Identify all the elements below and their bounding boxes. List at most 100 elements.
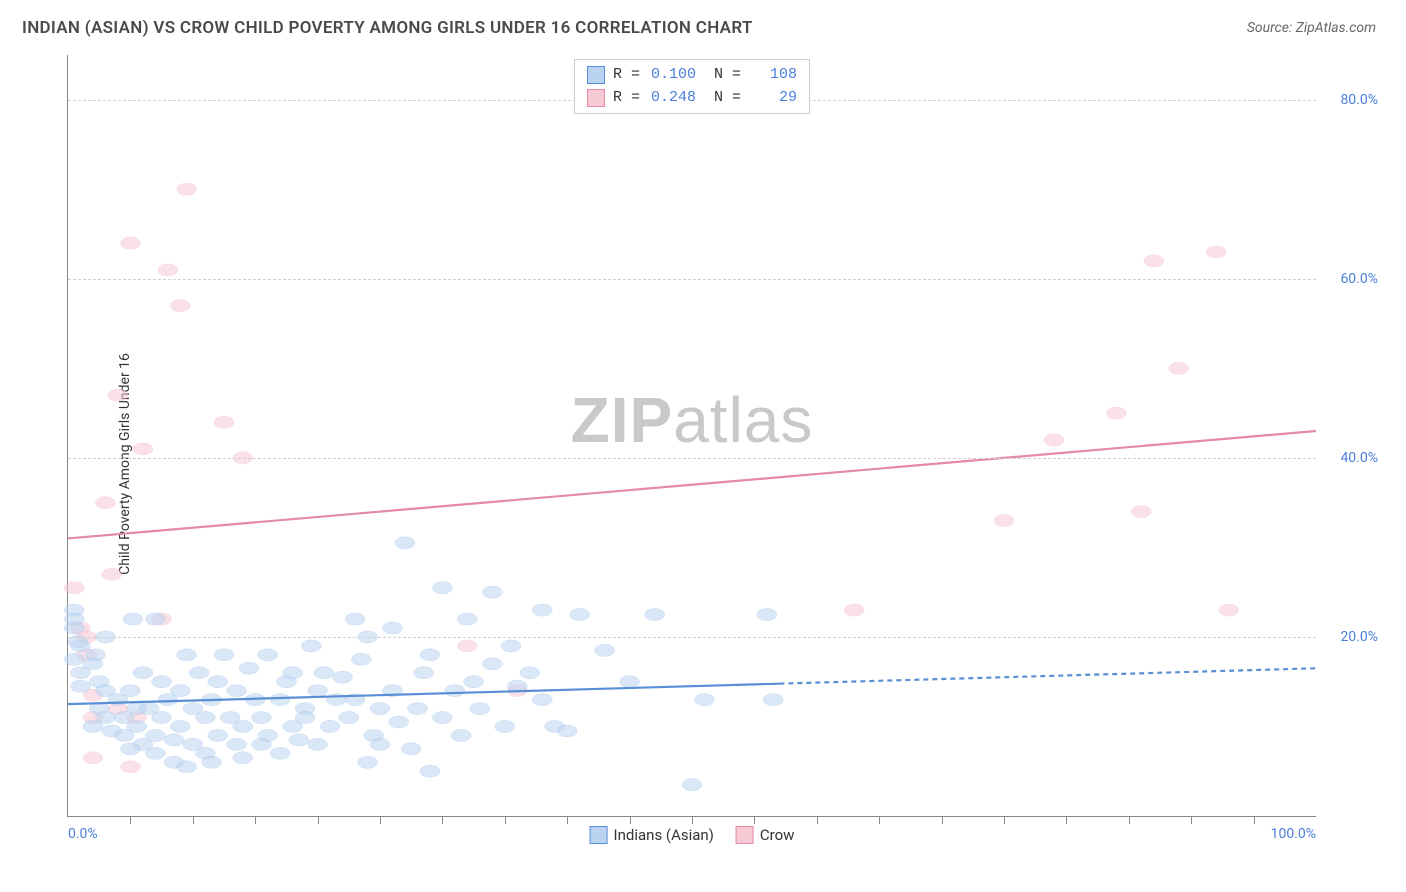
series-legend-label: Crow	[760, 826, 795, 844]
indians-point	[482, 586, 502, 598]
indians-point	[557, 725, 577, 737]
x-tick	[1191, 816, 1192, 824]
x-tick	[318, 816, 319, 824]
x-tick	[193, 816, 194, 824]
legend-n-value: 108	[749, 64, 797, 87]
indians-point	[239, 662, 259, 674]
x-tick	[130, 816, 131, 824]
crow-point	[1106, 407, 1126, 419]
crow-point	[120, 237, 140, 249]
y-tick-label: 80.0%	[1340, 92, 1378, 108]
indians-point	[532, 694, 552, 706]
legend-swatch	[736, 826, 754, 844]
indians-point	[570, 608, 590, 620]
crow-point	[1219, 604, 1239, 616]
crow-point	[177, 183, 197, 195]
indians-point	[170, 685, 190, 697]
gridline	[68, 637, 1316, 638]
x-tick	[817, 816, 818, 824]
crow-point	[170, 300, 190, 312]
indians-point	[120, 685, 140, 697]
indians-point	[757, 608, 777, 620]
series-legend-crow: Crow	[736, 826, 795, 844]
indians-point	[152, 676, 172, 688]
indians-point	[414, 667, 434, 679]
indians-point	[345, 613, 365, 625]
indians-point	[258, 649, 278, 661]
x-tick	[1129, 816, 1130, 824]
chart-title: INDIAN (ASIAN) VS CROW CHILD POVERTY AMO…	[22, 18, 753, 38]
indians-point	[382, 622, 402, 634]
x-tick	[1004, 816, 1005, 824]
indians-point	[64, 613, 84, 625]
indians-point	[595, 644, 615, 656]
legend-swatch	[590, 826, 608, 844]
indians-point	[64, 653, 84, 665]
indians-point	[95, 711, 115, 723]
indians-point	[127, 720, 147, 732]
series-legend-indians: Indians (Asian)	[590, 826, 714, 844]
indians-point	[145, 747, 165, 759]
crow-trendline	[68, 431, 1316, 538]
indians-point	[170, 720, 190, 732]
crow-point	[214, 416, 234, 428]
gridline	[68, 279, 1316, 280]
indians-point	[389, 716, 409, 728]
source-attribution: Source: ZipAtlas.com	[1247, 20, 1376, 36]
indians-point	[370, 738, 390, 750]
x-tick	[942, 816, 943, 824]
x-tick	[692, 816, 693, 824]
indians-point	[401, 743, 421, 755]
indians-point	[495, 720, 515, 732]
series-legend: Indians (Asian) Crow	[590, 826, 795, 844]
indians-point	[251, 711, 271, 723]
indians-point	[620, 676, 640, 688]
indians-point	[464, 676, 484, 688]
y-tick-label: 40.0%	[1340, 450, 1378, 466]
indians-point	[370, 702, 390, 714]
crow-point	[120, 761, 140, 773]
series-legend-label: Indians (Asian)	[614, 826, 714, 844]
legend-n-value: 29	[749, 87, 797, 110]
y-tick-label: 60.0%	[1340, 271, 1378, 287]
legend-r-value: 0.248	[648, 87, 696, 110]
x-tick	[442, 816, 443, 824]
x-tick	[630, 816, 631, 824]
indians-point	[177, 649, 197, 661]
x-tick	[1066, 816, 1067, 824]
crow-point	[158, 264, 178, 276]
x-tick-label: 100.0%	[1271, 826, 1316, 842]
indians-point	[314, 667, 334, 679]
indians-point	[233, 720, 253, 732]
legend-n-label: N =	[714, 64, 741, 87]
crow-point	[83, 752, 103, 764]
crow-point	[102, 568, 122, 580]
indians-point	[208, 676, 228, 688]
indians-point	[270, 694, 290, 706]
indians-point	[85, 649, 105, 661]
indians-point	[420, 765, 440, 777]
legend-swatch	[587, 89, 605, 107]
x-tick	[505, 816, 506, 824]
crow-point	[1206, 246, 1226, 258]
x-tick-label: 0.0%	[68, 826, 98, 842]
indians-point	[333, 671, 353, 683]
indians-point	[407, 702, 427, 714]
y-tick-label: 20.0%	[1340, 629, 1378, 645]
indians-point	[451, 729, 471, 741]
indians-trendline-extrapolated	[779, 668, 1316, 683]
indians-point	[295, 711, 315, 723]
indians-point	[432, 582, 452, 594]
crow-point	[994, 514, 1014, 526]
crow-point	[457, 640, 477, 652]
correlation-legend: R =0.100N =108R =0.248N =29	[574, 59, 810, 114]
indians-point	[70, 680, 90, 692]
indians-point	[532, 604, 552, 616]
legend-r-value: 0.100	[648, 64, 696, 87]
indians-point	[177, 761, 197, 773]
x-tick	[754, 816, 755, 824]
indians-point	[145, 613, 165, 625]
indians-point	[270, 747, 290, 759]
indians-point	[133, 667, 153, 679]
indians-point	[301, 640, 321, 652]
